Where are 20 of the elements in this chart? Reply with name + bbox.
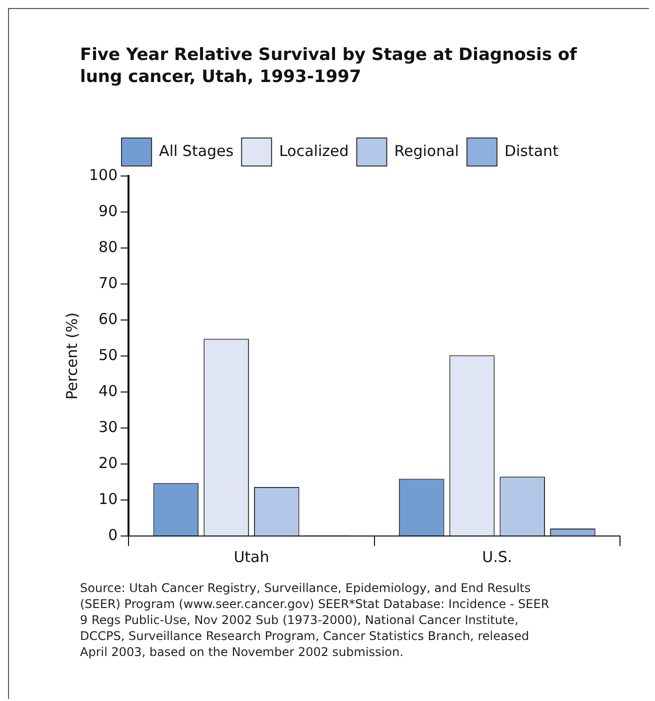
y-tick-label: 50 — [98, 346, 118, 364]
source-note: Source: Utah Cancer Registry, Surveillance, Epidemiology, and End Results (SEER) Program (www.seer.cancer.gov) SEER*Stat Database: Incidence - SEER 9 Regs Public-Use, Nov 2002 Sub (1973-2000), National Cancer Institute, DCCPS, Surveillance Research Program, Cancer Statistics Branch, released April 2003, based on the November 2002 submission. — [80, 580, 550, 660]
y-tick-label: 30 — [98, 418, 118, 436]
y-tick-label: 90 — [98, 202, 118, 220]
y-axis-title: Percent (%) — [62, 312, 81, 400]
x-tick-label: Utah — [234, 548, 270, 566]
x-tick-label: U.S. — [482, 548, 512, 566]
y-tick-label: 80 — [98, 238, 118, 256]
legend-label: Localized — [279, 142, 349, 160]
legend-label: Regional — [394, 142, 459, 160]
y-tick-label: 20 — [98, 454, 118, 472]
chart-title: Five Year Relative Survival by Stage at Diagnosis of lung cancer, Utah, 1993-1997 — [80, 44, 578, 88]
y-tick-label: 40 — [98, 382, 118, 400]
y-tick-label: 10 — [98, 490, 118, 508]
legend-label: All Stages — [159, 142, 234, 160]
y-tick-label: 100 — [88, 166, 118, 184]
y-tick-label: 0 — [108, 526, 118, 544]
y-tick-label: 70 — [98, 274, 118, 292]
legend-label: Distant — [504, 142, 559, 160]
y-tick-label: 60 — [98, 310, 118, 328]
